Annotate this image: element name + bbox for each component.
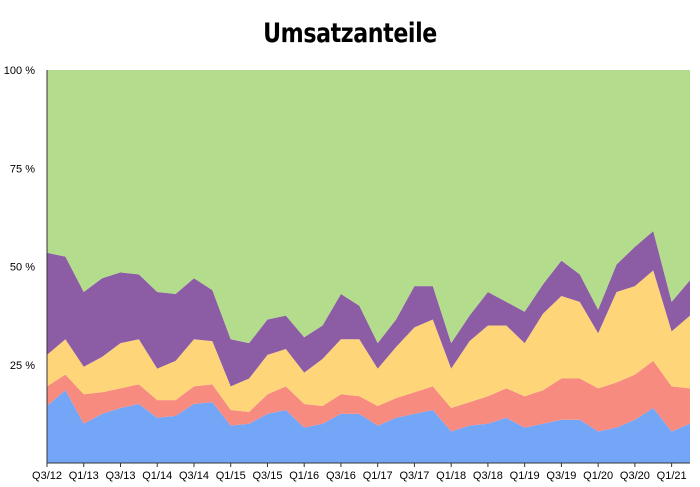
x-tick-label: Q1/17	[363, 470, 393, 482]
area-series-1	[47, 390, 690, 463]
area-series-2	[47, 360, 690, 432]
chart-title: Umsatzanteile	[263, 18, 437, 49]
x-tick-label: Q1/18	[436, 470, 466, 482]
x-tick-label: Q3/12	[32, 470, 62, 482]
area-series-3	[47, 270, 690, 412]
x-tick-label: Q3/15	[252, 470, 282, 482]
x-tick-label: Q1/21	[657, 470, 687, 482]
x-tick-label: Q1/13	[69, 470, 99, 482]
y-tick-label: 25 %	[10, 360, 35, 372]
x-tick-label: Q1/16	[289, 470, 319, 482]
x-tick-label: Q3/16	[326, 470, 356, 482]
x-tick-label: Q3/13	[106, 470, 136, 482]
y-tick-label: 50 %	[10, 262, 35, 274]
area-series-4	[47, 231, 690, 387]
x-tick-label: Q3/18	[473, 470, 503, 482]
y-tick-label: 100 %	[4, 65, 35, 77]
x-tick-label: Q1/15	[216, 470, 246, 482]
x-tick-label: Q3/20	[620, 470, 650, 482]
x-tick-label: Q1/20	[583, 470, 613, 482]
x-tick-label: Q3/17	[399, 470, 429, 482]
y-tick-label: 75 %	[10, 163, 35, 175]
x-tick-label: Q3/19	[546, 470, 576, 482]
area-series-5	[47, 70, 690, 344]
x-tick-label: Q3/14	[179, 470, 209, 482]
x-tick-label: Q1/14	[142, 470, 172, 482]
x-tick-label: Q1/19	[510, 470, 540, 482]
